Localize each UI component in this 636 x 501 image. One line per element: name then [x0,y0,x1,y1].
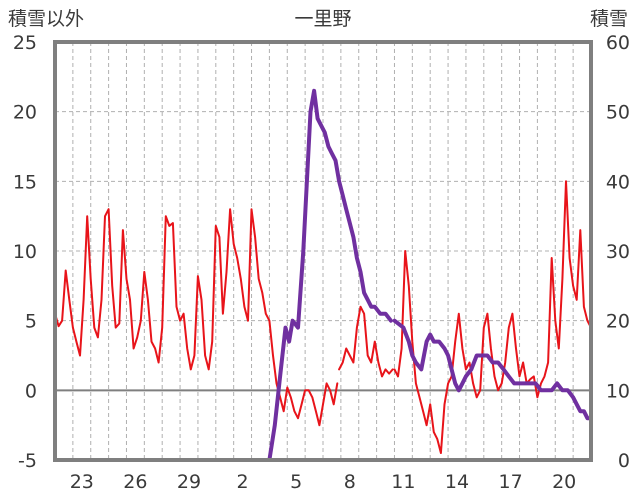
x-tick-label: 11 [391,471,415,493]
x-tick-label: 5 [290,471,302,493]
right-tick-label: 50 [606,102,630,124]
left-axis-ticks: 25 20 15 10 5 0 -5 [13,32,37,472]
x-tick-label: 20 [552,471,576,493]
left-tick-label: 10 [13,241,37,263]
x-tick-label: 23 [70,471,94,493]
gridlines [55,42,591,460]
right-tick-label: 10 [606,380,630,402]
right-tick-label: 0 [618,450,630,472]
x-tick-label: 8 [344,471,356,493]
left-tick-label: 5 [25,311,37,333]
left-tick-label: 25 [13,32,37,54]
x-axis-ticks: 23 26 29 2 5 8 11 14 17 20 [70,471,577,493]
series-line-snow-depth-segment-0 [53,88,393,462]
chart-title: 一里野 [294,8,351,30]
right-tick-label: 20 [606,311,630,333]
x-tick-label: 26 [123,471,147,493]
left-axis-label: 積雪以外 [8,8,84,30]
right-tick-label: 30 [606,241,630,263]
x-tick-label: 17 [499,471,523,493]
right-tick-label: 40 [606,171,630,193]
plot-frame [53,40,593,462]
right-axis-label: 積雪 [590,8,628,30]
series-line-snow-depth-segment-1 [392,318,593,421]
series-layer [53,88,593,462]
x-tick-label: 14 [445,471,469,493]
left-tick-label: 0 [25,380,37,402]
series-line-other-segment-1 [338,305,394,378]
x-tick-label: 29 [177,471,201,493]
left-tick-label: 20 [13,102,37,124]
left-tick-label: 15 [13,171,37,193]
x-tick-label: 2 [237,471,249,493]
right-axis-ticks: 60 50 40 30 20 10 0 [606,32,630,472]
left-tick-label: -5 [18,450,37,472]
series-line-other-segment-0 [54,208,339,427]
right-tick-label: 60 [606,32,630,54]
